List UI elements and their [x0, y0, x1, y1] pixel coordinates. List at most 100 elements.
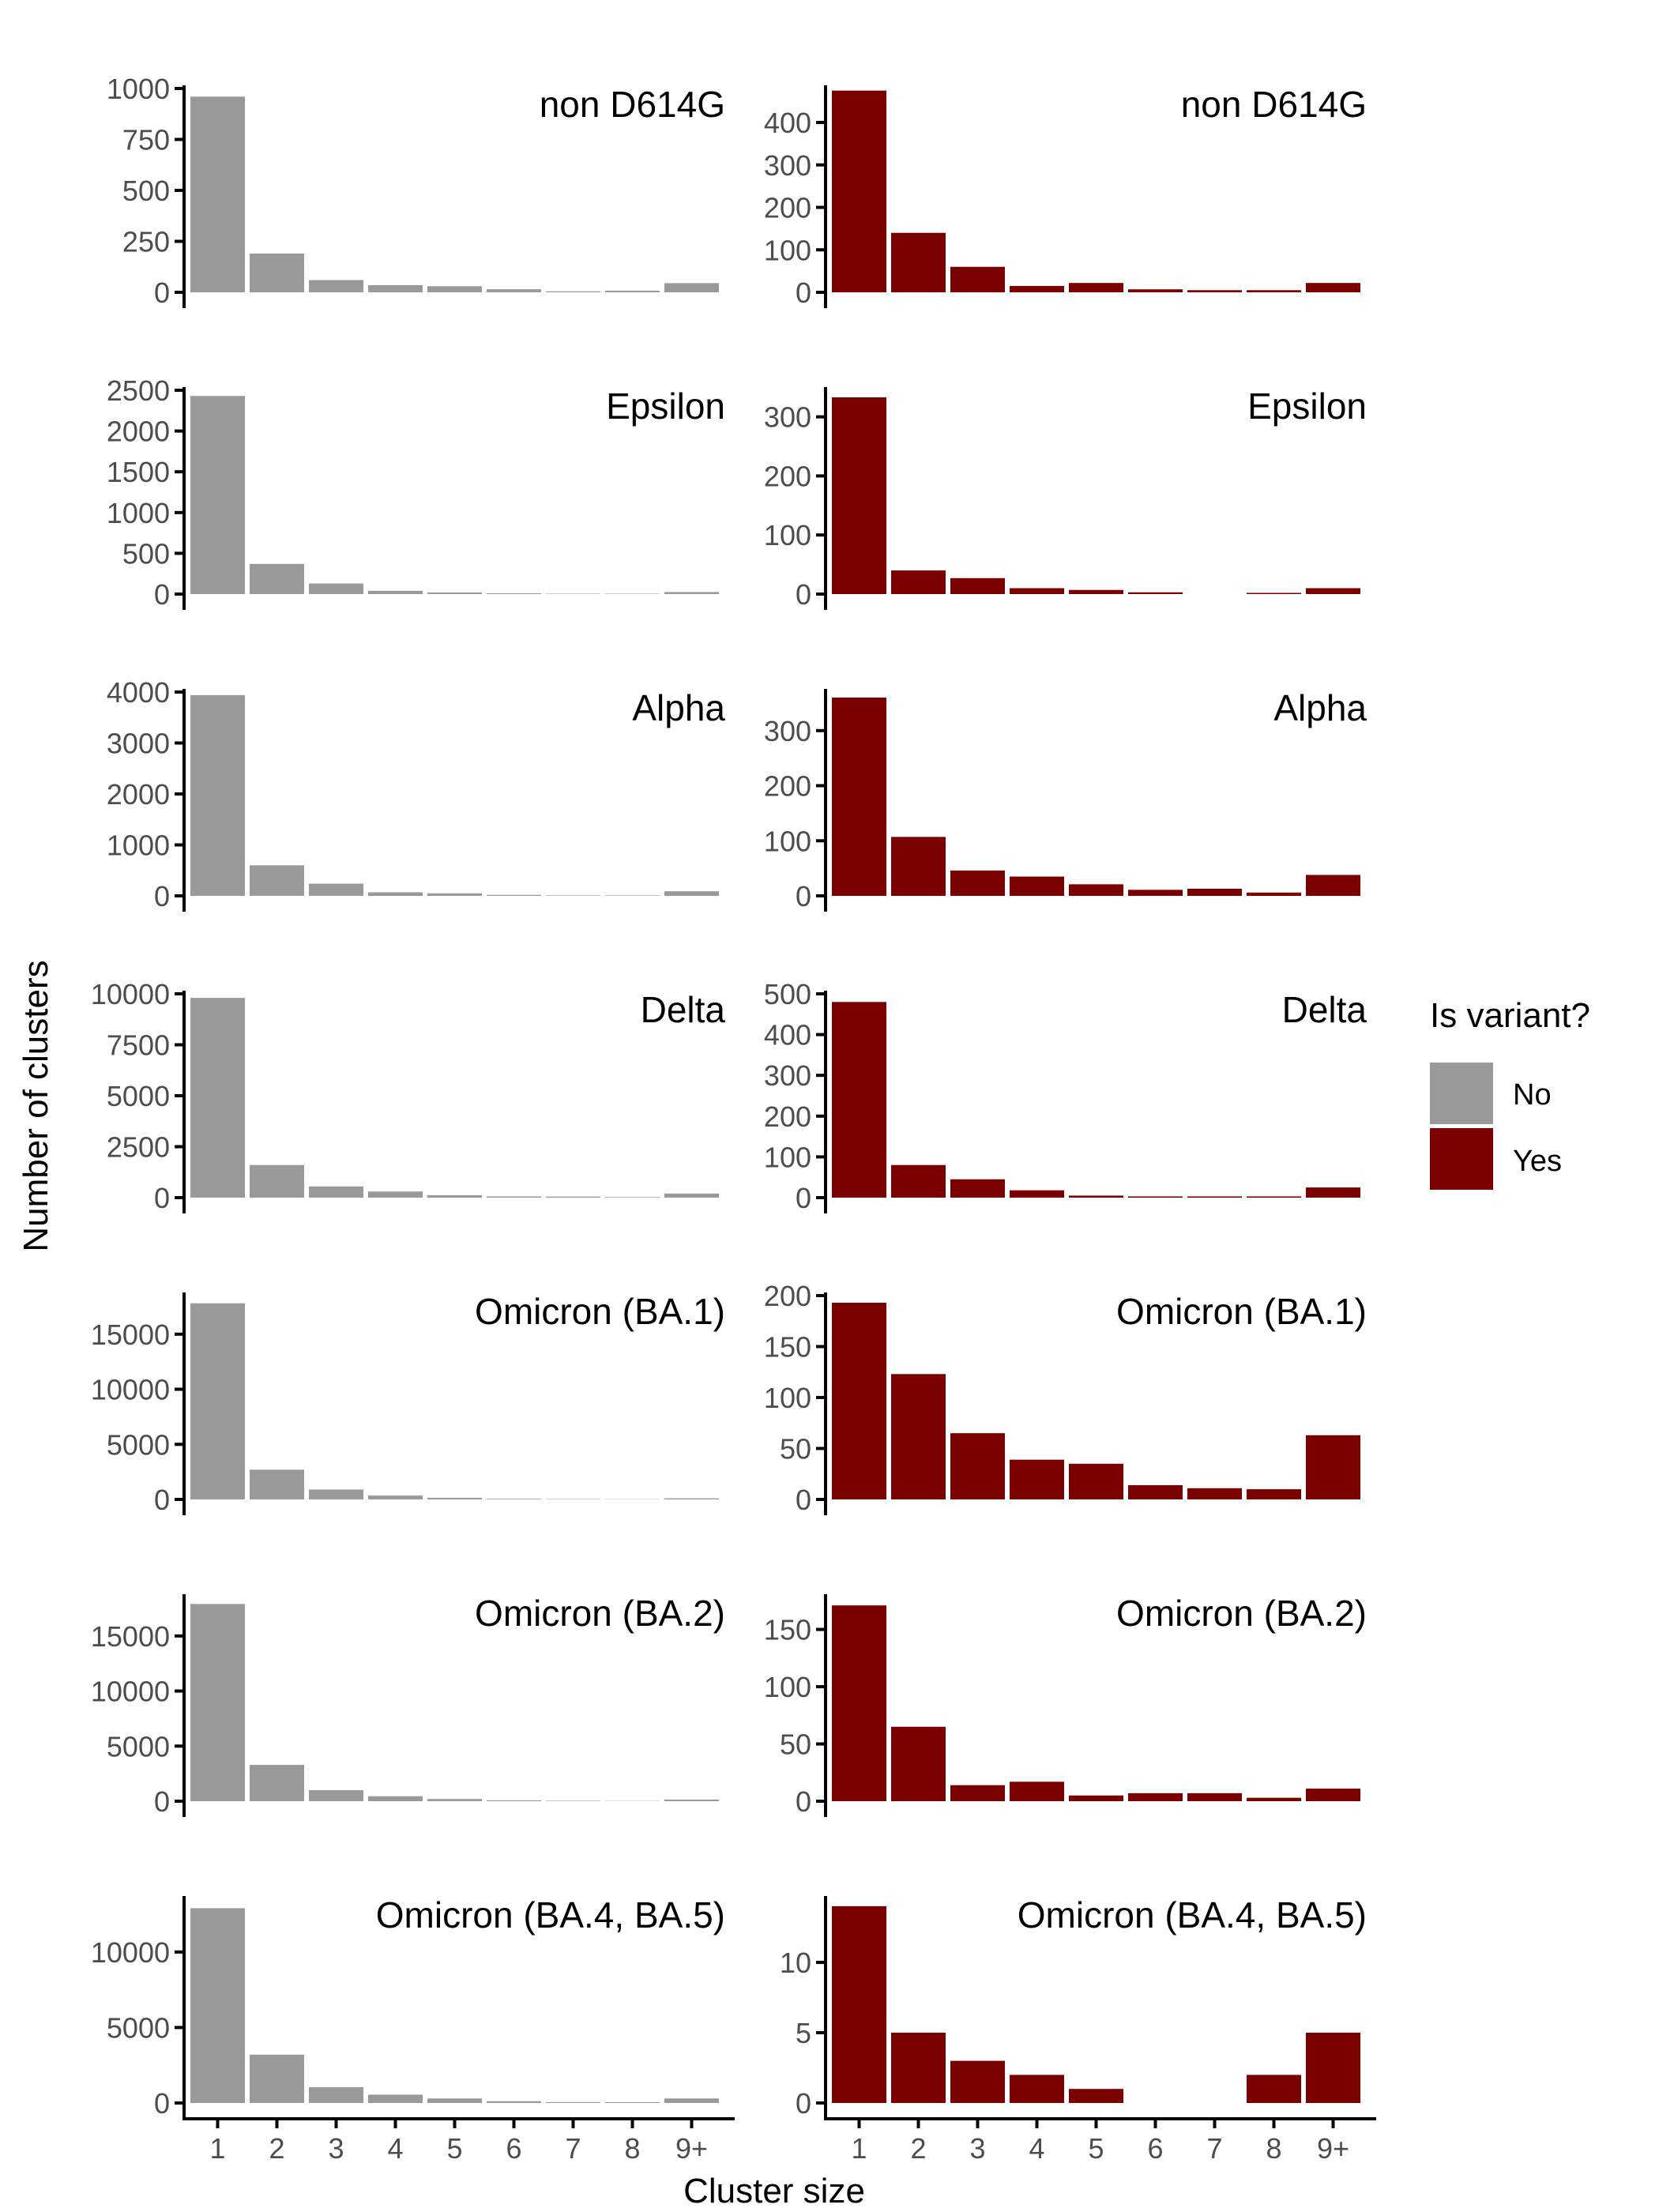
bar	[309, 1489, 363, 1499]
y-tick-label: 0	[796, 1484, 811, 1516]
bar	[1247, 1489, 1301, 1499]
y-tick-label: 2000	[107, 778, 170, 811]
bar	[950, 1785, 1005, 1801]
y-tick-label: 5000	[107, 2011, 170, 2044]
bar	[427, 286, 482, 292]
bar	[546, 1800, 600, 1801]
x-tick-label: 8	[1266, 2132, 1281, 2165]
legend-swatch-no	[1430, 1063, 1493, 1124]
y-tick-label: 0	[154, 1785, 170, 1818]
panel-label: Delta	[641, 989, 726, 1030]
y-tick-label: 100	[764, 825, 811, 857]
bar	[1306, 875, 1360, 896]
y-tick-label: 10	[780, 1947, 811, 1979]
bar	[190, 998, 245, 1198]
y-tick-label: 0	[154, 578, 170, 611]
y-tick-label: 150	[764, 1614, 811, 1646]
bar	[487, 2101, 541, 2103]
legend-title: Is variant?	[1430, 996, 1590, 1035]
y-tick-label: 200	[764, 1100, 811, 1133]
bar	[832, 397, 886, 594]
bar	[1010, 1781, 1064, 1801]
bar	[368, 284, 423, 292]
bar	[190, 396, 245, 594]
panel-label: Epsilon	[1247, 386, 1367, 427]
x-tick-label: 7	[1206, 2132, 1222, 2165]
panel-omicron-ba-2-no: 0 5000 10000 15000 Omicron (BA.2)	[91, 1593, 725, 1818]
bar	[1187, 1488, 1242, 1499]
x-tick-label: 2	[269, 2132, 284, 2165]
bar	[1128, 1484, 1183, 1499]
bar	[1128, 1793, 1183, 1801]
bar	[427, 2098, 482, 2103]
bar	[1128, 592, 1183, 594]
y-tick-label: 500	[122, 537, 170, 570]
bar	[950, 870, 1005, 896]
bar	[1010, 285, 1064, 292]
x-tick-label: 6	[506, 2132, 521, 2165]
y-tick-label: 15000	[91, 1319, 170, 1351]
bar	[309, 280, 363, 292]
bar	[309, 1790, 363, 1801]
bar	[250, 1764, 304, 1801]
x-tick-label: 4	[1029, 2132, 1044, 2165]
bar	[250, 1469, 304, 1499]
panel-omicron-ba-4-ba-5-no: 0 5000 10000 Omicron (BA.4, BA.5) 1 2 3 4 5 6 7 8 9+	[91, 1894, 735, 2165]
bar	[1247, 2075, 1301, 2103]
bar	[309, 583, 363, 594]
bar	[832, 697, 886, 896]
y-tick-label: 100	[764, 234, 811, 266]
bar	[664, 1193, 719, 1198]
panel-label: Delta	[1282, 989, 1367, 1030]
x-tick-label: 4	[387, 2132, 403, 2165]
bar	[1187, 1196, 1242, 1198]
bar	[605, 593, 660, 594]
y-tick-label: 300	[764, 149, 811, 182]
bar	[250, 1164, 304, 1198]
y-tick-label: 250	[122, 226, 170, 258]
y-tick-label: 4000	[107, 676, 170, 709]
bar	[1306, 283, 1360, 292]
bar	[1069, 2089, 1123, 2103]
bar	[546, 895, 600, 896]
bar	[950, 2060, 1005, 2103]
bar	[368, 1495, 423, 1499]
bar	[487, 1196, 541, 1198]
bar	[427, 592, 482, 594]
y-tick-label: 0	[154, 1182, 170, 1214]
panel-label: Alpha	[1273, 687, 1367, 728]
bar	[487, 592, 541, 594]
y-tick-label: 0	[154, 2087, 170, 2120]
bar	[1306, 588, 1360, 594]
y-tick-label: 400	[764, 1019, 811, 1051]
bar	[190, 1908, 245, 2103]
bar	[1128, 1196, 1183, 1198]
panel-label: Omicron (BA.2)	[475, 1593, 725, 1634]
panel-epsilon-no: 0 500 1000 1500 2000 2500 Epsilon	[107, 374, 725, 611]
legend-label-yes: Yes	[1513, 1145, 1562, 1178]
panel-label: Omicron (BA.2)	[1116, 1593, 1367, 1634]
bar	[1010, 2075, 1064, 2103]
x-tick-label: 3	[969, 2132, 985, 2165]
bar	[250, 865, 304, 896]
bar	[1069, 283, 1123, 292]
panel-epsilon-yes: 0 100 200 300 Epsilon	[764, 386, 1367, 611]
panel-label: non D614G	[540, 84, 725, 125]
bar	[1069, 589, 1123, 594]
bar	[368, 892, 423, 896]
x-tick-label: 6	[1147, 2132, 1163, 2165]
bar	[1247, 592, 1301, 594]
y-tick-label: 750	[122, 124, 170, 156]
bar	[832, 1605, 886, 1801]
y-tick-label: 0	[154, 1484, 170, 1516]
x-axis-label: Cluster size	[683, 2172, 865, 2210]
x-tick-label: 9+	[675, 2132, 708, 2165]
panel-omicron-ba-2-yes: 0 50 100 150 Omicron (BA.2)	[764, 1593, 1367, 1818]
legend: Is variant? No Yes	[1430, 996, 1590, 1190]
x-tick-label: 5	[1088, 2132, 1104, 2165]
legend-label-no: No	[1513, 1078, 1552, 1112]
y-tick-label: 300	[764, 715, 811, 747]
bar	[664, 1799, 719, 1801]
